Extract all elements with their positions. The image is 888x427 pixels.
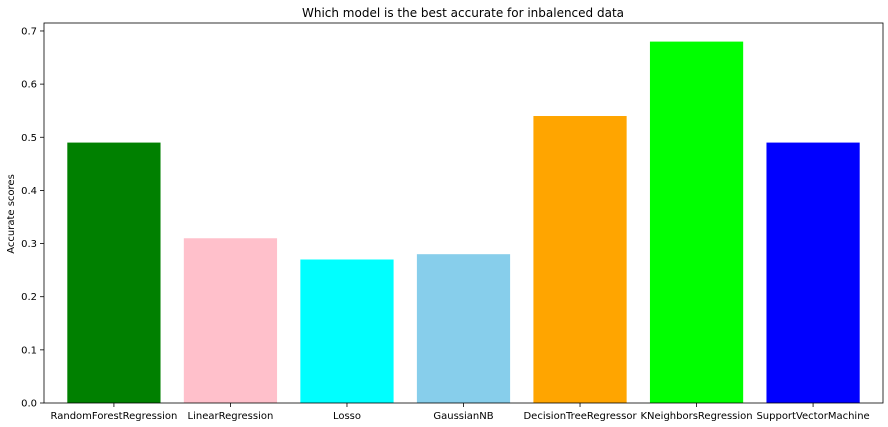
x-tick-label: Losso xyxy=(333,411,361,422)
x-tick-label: KNeighborsRegression xyxy=(640,411,752,422)
y-tick-label: 0.5 xyxy=(21,133,37,144)
y-tick-label: 0.2 xyxy=(21,292,37,303)
bar-randomforestregression xyxy=(67,142,161,403)
y-axis-label: Accurate scores xyxy=(6,174,17,254)
bar-decisiontreeregressor xyxy=(533,116,627,404)
plot-area: 0.0 0.1 0.2 0.3 0.4 0.5 0.6 0.7 RandomForestRegr… xyxy=(21,26,870,422)
bar-losso xyxy=(300,259,394,403)
bar-kneighborsregression xyxy=(649,41,744,403)
y-tick-label: 0.3 xyxy=(21,239,37,250)
bar-supportvectormachine xyxy=(766,142,860,403)
y-tick-label: 0.1 xyxy=(21,345,37,356)
plot-frame xyxy=(43,22,884,404)
bar-gaussiannb xyxy=(416,254,511,403)
x-tick-label: DecisionTreeRegressor xyxy=(523,411,637,422)
bar-linearregression xyxy=(183,238,278,403)
y-tick-label: 0.7 xyxy=(21,26,37,37)
x-tick-label: RandomForestRegression xyxy=(51,411,178,422)
chart-title: Which model is the best accurate for inb… xyxy=(302,6,624,20)
y-tick-label: 0.6 xyxy=(21,80,37,91)
y-tick-label: 0.4 xyxy=(21,186,37,197)
y-tick-label: 0.0 xyxy=(21,399,37,410)
x-tick-label: SupportVectorMachine xyxy=(756,411,869,422)
x-tick-label: GaussianNB xyxy=(433,411,493,422)
x-tick-label: LinearRegression xyxy=(188,411,274,422)
